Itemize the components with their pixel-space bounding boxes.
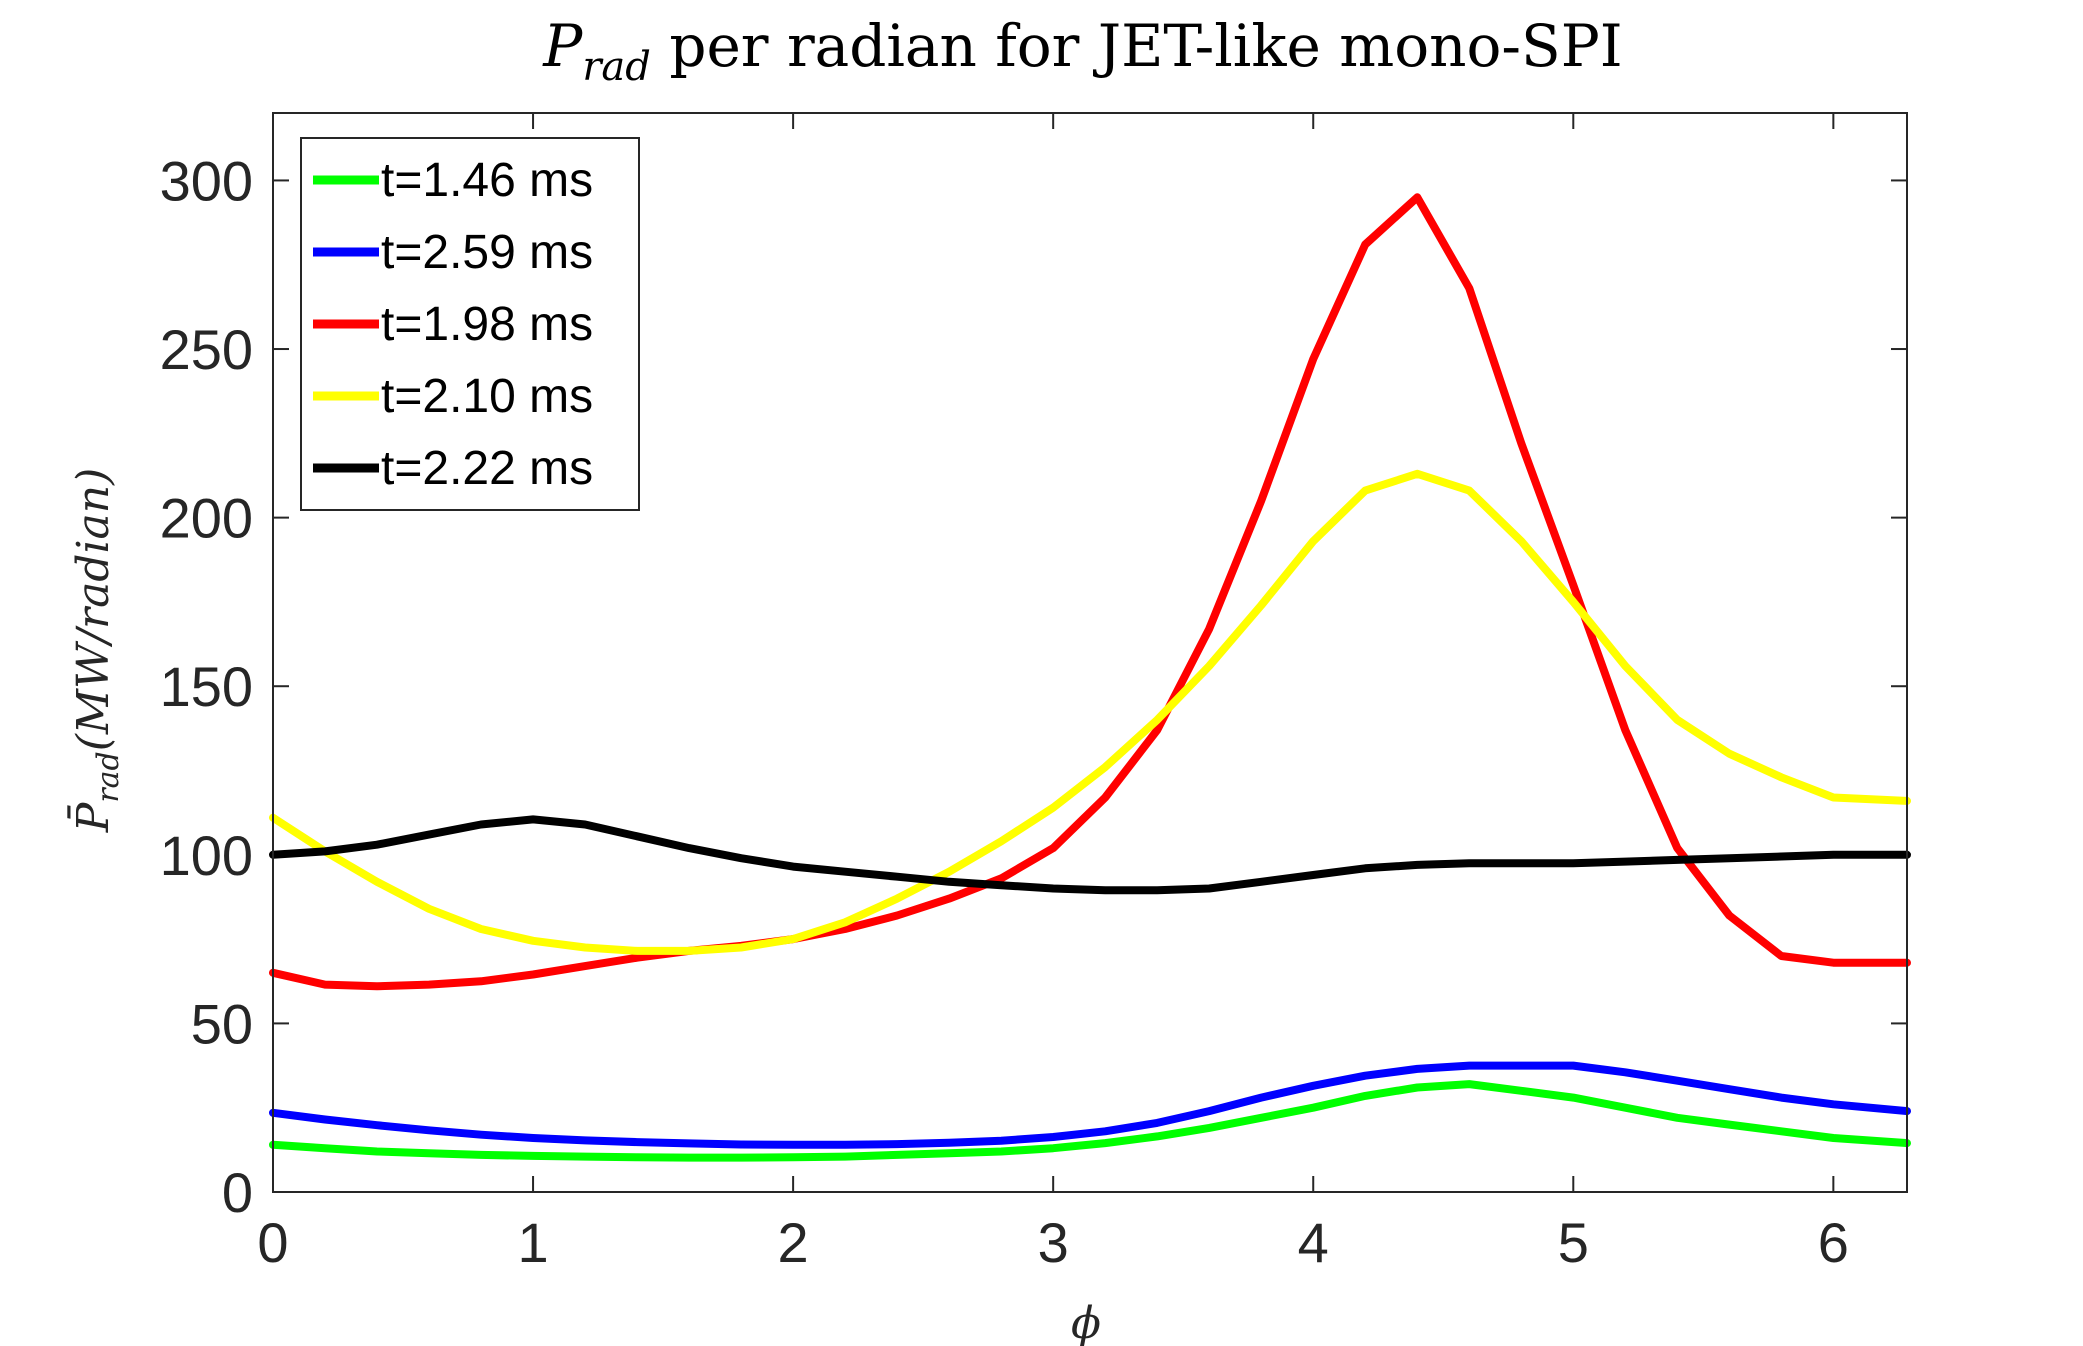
legend-label: t=1.46 ms (381, 154, 593, 207)
ylabel-main: P̄ (66, 801, 119, 833)
series-line (269, 1061, 1911, 1149)
x-axis-label: ϕ (1071, 1298, 1101, 1346)
legend-label: t=2.10 ms (381, 370, 593, 423)
series-lines (269, 193, 1911, 1162)
y-tick-label: 50 (191, 992, 253, 1055)
title-rest: per radian for JET-like mono-SPI (651, 12, 1623, 80)
series-line (269, 815, 1911, 895)
x-tick-labels: 0 1 2 3 4 5 6 (257, 1211, 1849, 1274)
y-tick-label: 300 (160, 149, 253, 212)
ylabel-subscript: rad (91, 751, 126, 802)
plot-frame (272, 112, 1908, 1193)
x-tick-label: 5 (1558, 1211, 1589, 1274)
y-tick-label: 100 (160, 824, 253, 887)
series-line (269, 193, 1911, 991)
legend-label: t=2.22 ms (381, 442, 593, 495)
x-tick-label: 6 (1818, 1211, 1849, 1274)
series-line (269, 1080, 1911, 1162)
y-tick-labels: 0 50 100 150 200 250 300 (160, 149, 253, 1224)
svg-text:P̄rad(MW/radian): P̄rad(MW/radian) (66, 468, 126, 834)
y-tick-label: 250 (160, 318, 253, 381)
y-tick-label: 0 (222, 1161, 253, 1224)
x-tick-label: 0 (257, 1211, 288, 1274)
y-axis-label: P̄rad(MW/radian) (66, 468, 126, 834)
series-line (269, 469, 1911, 955)
legend: t=1.46 ms t=2.59 ms t=1.98 ms t=2.10 ms t=2.… (300, 137, 640, 511)
y-tick-label: 150 (160, 655, 253, 718)
y-tick-label: 200 (160, 487, 253, 550)
axis-ticks (272, 113, 1907, 1193)
x-tick-label: 1 (517, 1211, 548, 1274)
legend-label: t=1.98 ms (381, 298, 593, 351)
title-main: P (542, 12, 583, 80)
x-tick-label: 4 (1298, 1211, 1329, 1274)
title-subscript: rad (582, 44, 651, 90)
x-tick-label: 2 (778, 1211, 809, 1274)
x-tick-label: 3 (1038, 1211, 1069, 1274)
legend-label: t=2.59 ms (381, 226, 593, 279)
chart-title: Prad per radian for JET-like mono-SPI (542, 12, 1622, 90)
ylabel-rest: (MW/radian) (68, 468, 119, 752)
